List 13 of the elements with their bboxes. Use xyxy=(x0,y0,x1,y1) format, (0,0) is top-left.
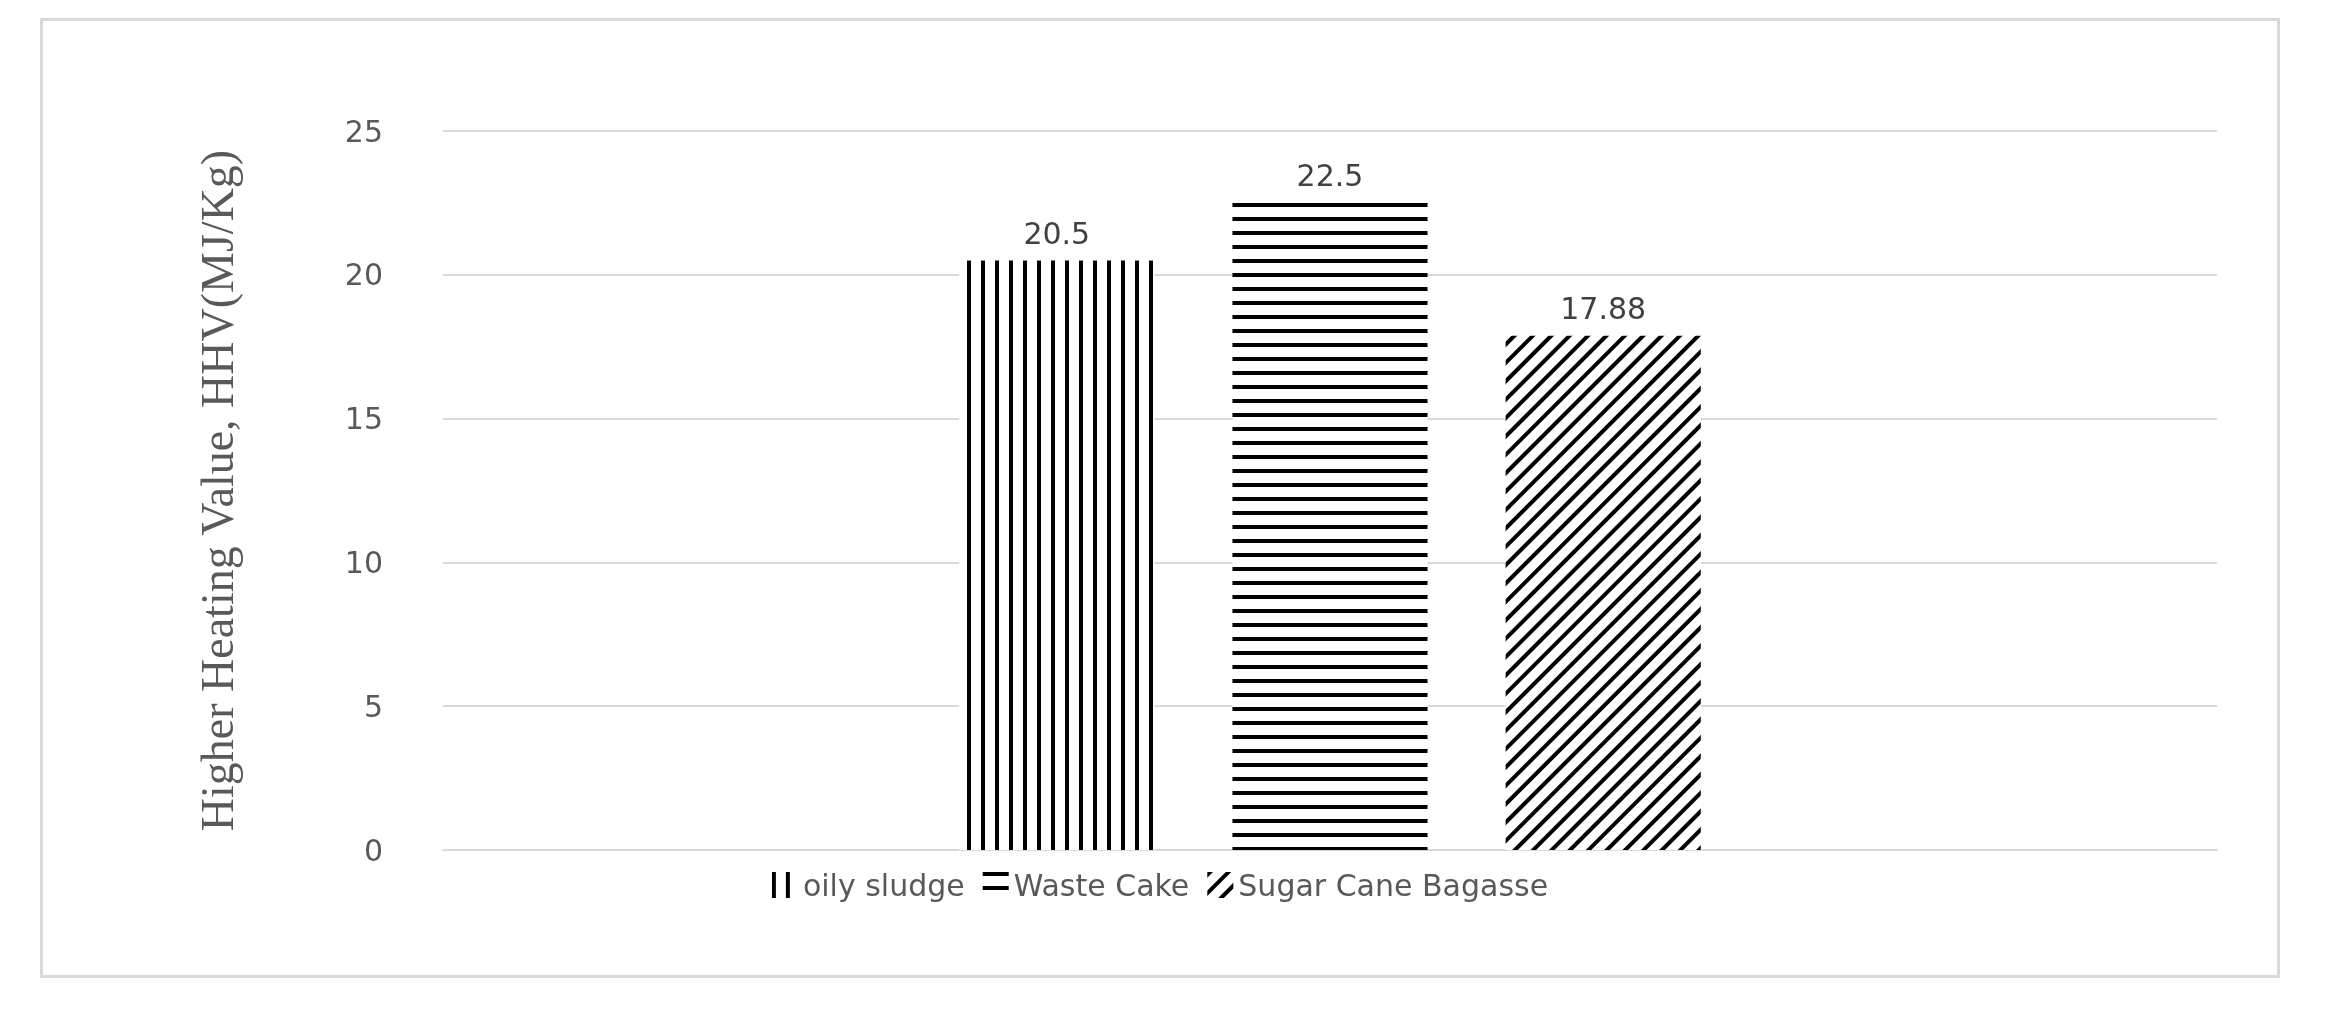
y-tick-label: 0 xyxy=(363,832,383,868)
y-axis-title: Higher Heating Value, HHV(MJ/Kg) xyxy=(191,149,243,832)
legend-label: Waste Cake xyxy=(1013,867,1190,903)
legend-label: oily sludge xyxy=(802,867,965,903)
y-tick-label: 5 xyxy=(363,688,383,724)
data-label: 17.88 xyxy=(1560,291,1647,327)
y-tick-label: 20 xyxy=(344,257,383,293)
legend-label: Sugar Cane Bagasse xyxy=(1238,867,1549,903)
data-label: 20.5 xyxy=(1023,215,1091,251)
y-tick-label: 15 xyxy=(344,401,383,437)
data-label: 22.5 xyxy=(1296,158,1364,194)
y-tick-label: 10 xyxy=(344,544,383,580)
y-tick-label: 25 xyxy=(344,113,383,149)
